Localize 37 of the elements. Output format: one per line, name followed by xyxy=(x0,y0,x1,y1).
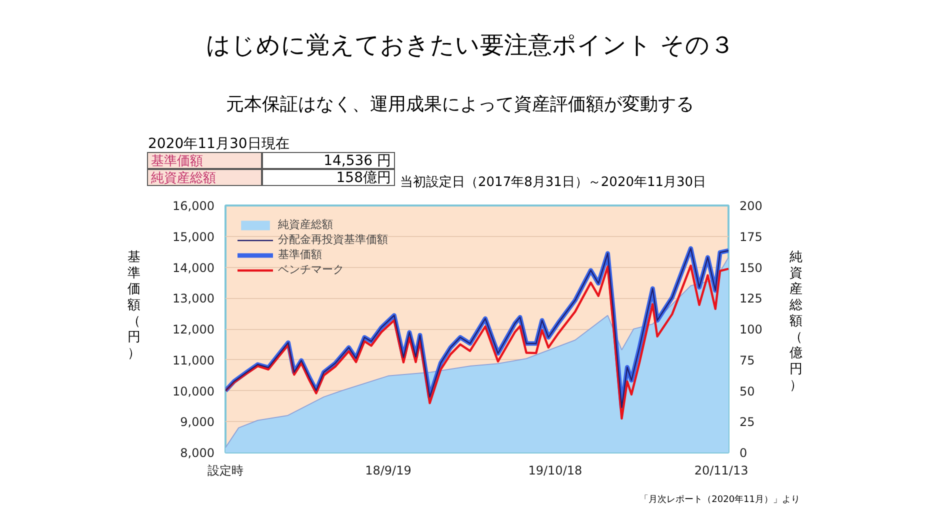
text: 「月次レポート（2020年11月）」より xyxy=(640,494,800,507)
y2-tick-label: 0 xyxy=(740,446,748,460)
y-tick-label: 11,000 xyxy=(172,353,215,368)
legend-label: ベンチマーク xyxy=(278,262,344,277)
text: 基準価額 xyxy=(147,152,262,169)
text: 純資産総額（億円） xyxy=(790,250,802,393)
y2-tick-label: 125 xyxy=(740,292,762,306)
y2-tick-label: 75 xyxy=(740,353,755,368)
y-tick-label: 14,000 xyxy=(172,260,215,275)
y-tick-label: 10,000 xyxy=(172,384,215,398)
legend-label: 純資産総額 xyxy=(278,217,333,232)
y2-tick-label: 175 xyxy=(740,230,762,244)
chart-subtitle: 元本保証はなく、運用成果によって資産評価額が変動する xyxy=(225,93,695,117)
x-tick-label: 設定時 xyxy=(208,464,244,478)
chart-title: はじめに覚えておきたい要注意ポイント その３ xyxy=(205,30,735,61)
y2-tick-label: 150 xyxy=(740,260,762,275)
y2-tick-label: 200 xyxy=(740,199,762,213)
legend-label: 分配金再投資基準価額 xyxy=(278,232,388,247)
text: 158億円 xyxy=(262,169,395,186)
text: 2020年11月30日現在 xyxy=(148,135,290,154)
y2-tick-label: 50 xyxy=(740,384,755,398)
y2-tick-label: 25 xyxy=(740,415,755,430)
y-tick-label: 16,000 xyxy=(172,199,215,213)
text: 当初設定日（2017年8月31日）～2020年11月30日 xyxy=(400,174,706,192)
text: 純資産総額 xyxy=(147,169,262,186)
y-tick-label: 12,000 xyxy=(172,322,215,336)
x-tick-label: 18/9/19 xyxy=(365,464,412,478)
y-tick-label: 8,000 xyxy=(180,446,215,460)
y-tick-label: 9,000 xyxy=(180,415,215,430)
x-tick-label: 20/11/13 xyxy=(694,464,748,478)
y-axis-title: 基準価額（円） xyxy=(126,250,142,362)
y-tick-label: 15,000 xyxy=(172,230,215,244)
legend-label: 基準価額 xyxy=(278,247,322,262)
y2-tick-label: 100 xyxy=(740,322,762,336)
text: 14,536 円 xyxy=(262,152,395,169)
y-tick-label: 13,000 xyxy=(172,292,215,306)
x-tick-label: 19/10/18 xyxy=(528,464,582,478)
